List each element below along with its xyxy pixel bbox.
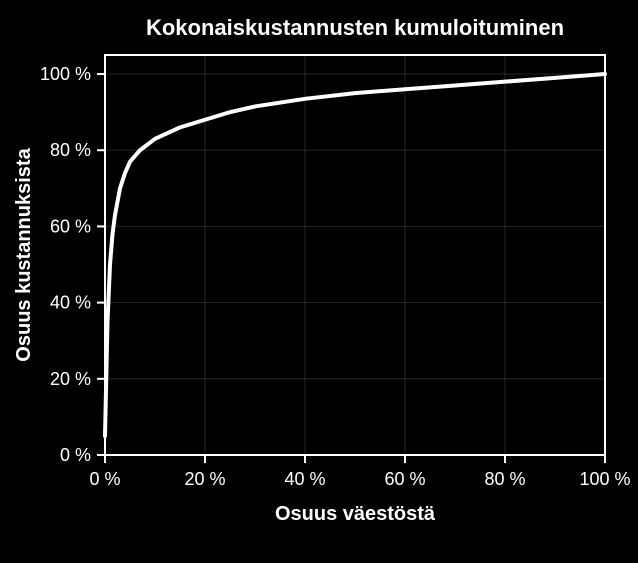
y-axis-label: Osuus kustannuksista bbox=[13, 147, 35, 361]
grid bbox=[105, 55, 605, 455]
x-tick-label: 60 % bbox=[384, 469, 425, 489]
y-tick-label: 0 % bbox=[60, 445, 91, 465]
ticks: 0 % 20 % 40 % 60 % 80 % 100 % 0 % 20 % 40 % 60 % 8… bbox=[40, 64, 631, 489]
y-tick-label: 40 % bbox=[50, 293, 91, 313]
y-tick-label: 80 % bbox=[50, 140, 91, 160]
x-axis-label: Osuus väestöstä bbox=[275, 503, 436, 525]
x-tick-label: 0 % bbox=[89, 469, 120, 489]
y-tick-label: 100 % bbox=[40, 64, 91, 84]
x-tick-label: 100 % bbox=[579, 469, 630, 489]
data-line bbox=[105, 74, 605, 436]
x-tick-label: 40 % bbox=[284, 469, 325, 489]
chart-svg: Kokonaiskustannusten kumuloituminen 0 % 2… bbox=[0, 0, 638, 563]
axes bbox=[105, 55, 605, 455]
y-tick-label: 20 % bbox=[50, 369, 91, 389]
x-tick-label: 20 % bbox=[184, 469, 225, 489]
chart-container: { "chart": { "type": "line", "title": "K… bbox=[0, 0, 638, 563]
y-tick-label: 60 % bbox=[50, 216, 91, 236]
x-tick-label: 80 % bbox=[484, 469, 525, 489]
chart-title: Kokonaiskustannusten kumuloituminen bbox=[146, 15, 564, 40]
